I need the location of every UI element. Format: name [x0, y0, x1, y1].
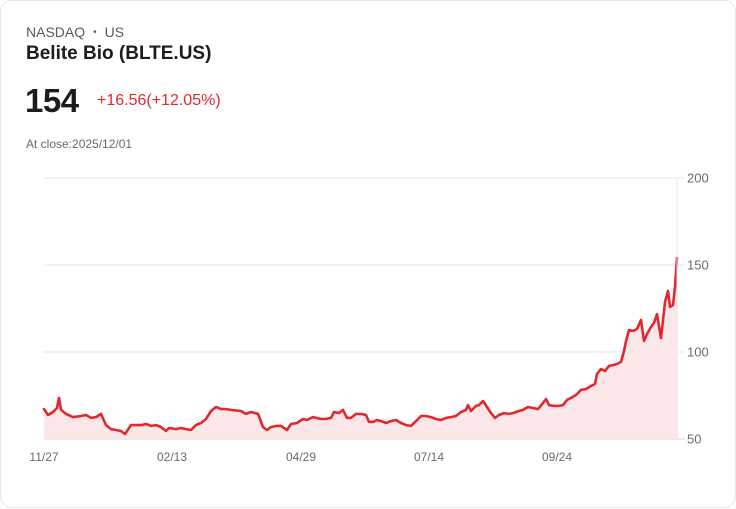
- region-label: US: [104, 24, 125, 40]
- y-tick-label: 200: [687, 171, 709, 186]
- x-tick-label: 02/13: [157, 450, 187, 464]
- x-tick-label: 11/27: [29, 450, 58, 464]
- price-change: +16.56(+12.05%): [97, 92, 221, 109]
- y-axis-ticks: 200 150 100 50: [687, 171, 709, 447]
- x-tick-label: 04/29: [286, 450, 316, 464]
- x-axis-ticks: 11/27 02/13 04/29 07/14 09/24: [29, 450, 572, 464]
- price-line: [42, 256, 679, 436]
- x-tick-label: 07/14: [414, 450, 444, 464]
- current-price: 154: [25, 82, 79, 119]
- y-tick-label: 100: [687, 345, 709, 360]
- separator-dot: •: [93, 26, 97, 38]
- x-tick-label: 09/24: [542, 450, 572, 464]
- exchange-name: NASDAQ: [26, 24, 86, 40]
- exchange-info: NASDAQ • US: [26, 24, 124, 40]
- stock-title: Belite Bio (BLTE.US): [26, 43, 212, 64]
- price-area-fill: [44, 258, 677, 439]
- y-tick-label: 150: [687, 258, 709, 273]
- close-timestamp: At close:2025/12/01: [26, 137, 133, 151]
- y-tick-label: 50: [687, 432, 701, 447]
